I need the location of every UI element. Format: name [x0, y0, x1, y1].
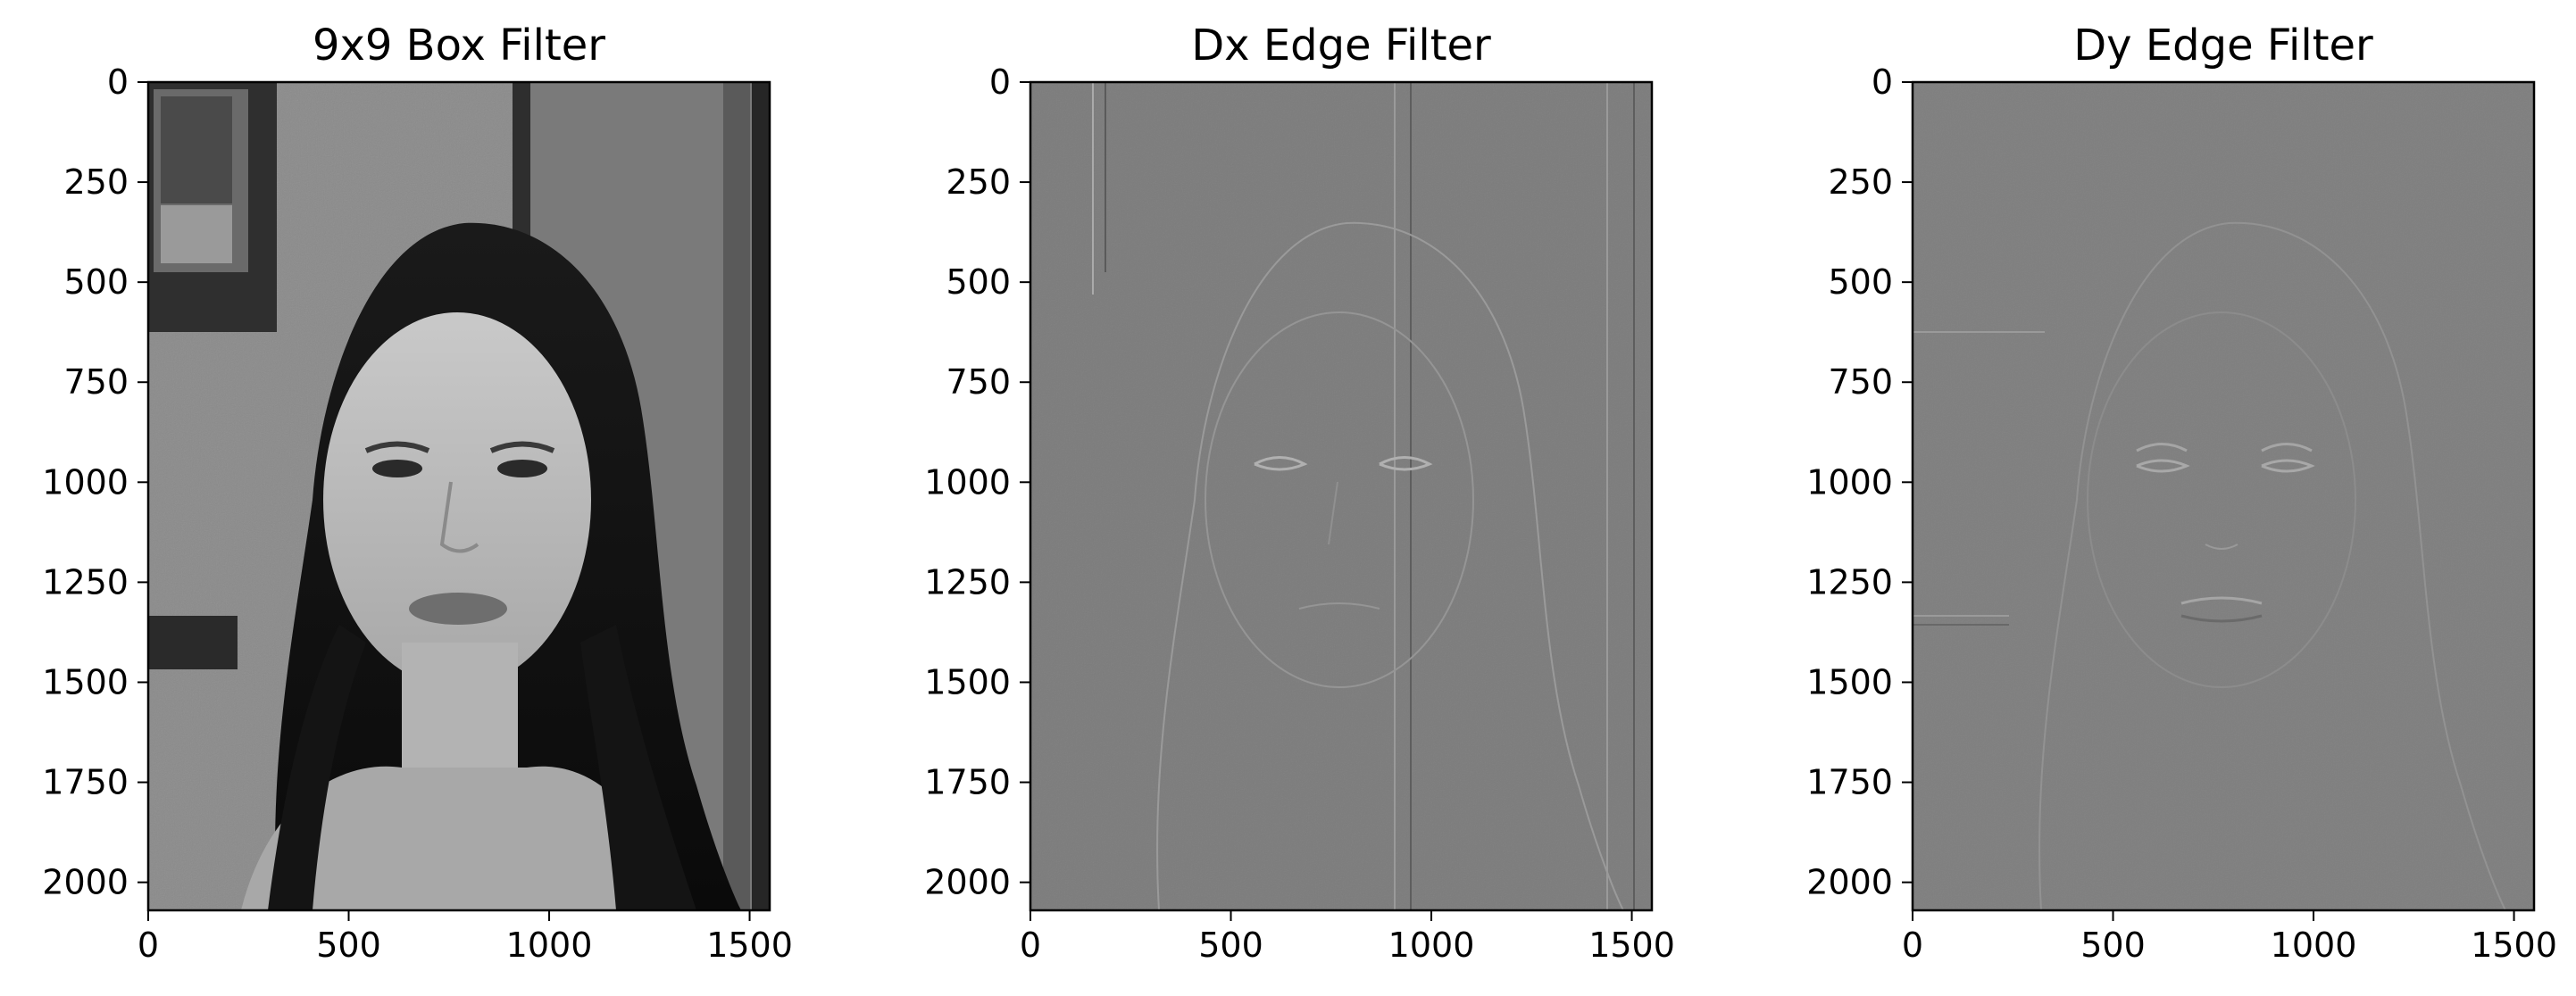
y-tick-label: 750: [63, 362, 129, 402]
y-tick-label: 2000: [924, 863, 1011, 902]
x-tick-label: 0: [1902, 925, 1923, 965]
y-tick-label: 1750: [924, 763, 1011, 802]
y-tick-label: 1500: [924, 662, 1011, 701]
y-axis: 0 250 500 750 1000 1250 1500 1750 2000: [924, 62, 1030, 902]
y-tick-label: 500: [1828, 262, 1893, 302]
y-tick-label: 1750: [1806, 763, 1893, 802]
y-tick-label: 1500: [1806, 662, 1893, 701]
x-axis: 0 500 1000 1500: [1020, 910, 1675, 965]
y-tick-label: 1000: [1806, 462, 1893, 502]
x-tick-label: 1000: [506, 925, 593, 965]
y-tick-label: 1500: [42, 662, 129, 701]
dy-edge-map-image: [1913, 82, 2534, 910]
axes-frame: [1029, 80, 1654, 912]
x-tick-label: 1000: [2271, 925, 2357, 965]
x-tick-label: 0: [138, 925, 159, 965]
y-tick-label: 1250: [42, 562, 129, 602]
panel-title: Dx Edge Filter: [1191, 21, 1491, 71]
panel-dy-edge: Dy Edge Filter 0 500 1000 1500 0 250 500 750 10…: [1806, 21, 2557, 965]
x-tick-label: 500: [316, 925, 381, 965]
y-tick-label: 500: [63, 262, 129, 302]
y-tick-label: 750: [1828, 362, 1893, 402]
y-tick-label: 1750: [42, 763, 129, 802]
x-axis: 0 500 1000 1500: [1902, 910, 2557, 965]
panel-title: 9x9 Box Filter: [313, 21, 605, 71]
x-tick-label: 1000: [1388, 925, 1475, 965]
y-tick-label: 750: [946, 362, 1011, 402]
x-tick-label: 1500: [2471, 925, 2557, 965]
dx-edge-map-image: [1030, 82, 1652, 910]
y-axis: 0 250 500 750 1000 1250 1500 1750 2000: [42, 62, 148, 902]
axes-frame: [1911, 80, 2536, 912]
y-tick-label: 0: [989, 62, 1011, 102]
x-tick-label: 1500: [706, 925, 793, 965]
y-tick-label: 1250: [924, 562, 1011, 602]
y-tick-label: 2000: [1806, 863, 1893, 902]
y-tick-label: 2000: [42, 863, 129, 902]
panel-box-filter: 9x9 Box Filter: [42, 21, 793, 965]
y-tick-label: 250: [946, 162, 1011, 202]
y-tick-label: 1000: [42, 462, 129, 502]
y-tick-label: 0: [107, 62, 129, 102]
x-tick-label: 500: [1198, 925, 1263, 965]
y-tick-label: 500: [946, 262, 1011, 302]
x-tick-label: 0: [1020, 925, 1041, 965]
panel-dx-edge: Dx Edge Filter 0 500 1000 1500 0 250 500 750 10…: [924, 21, 1675, 965]
y-tick-label: 1250: [1806, 562, 1893, 602]
axes-frame: [146, 80, 771, 912]
y-axis: 0 250 500 750 1000 1250 1500 1750 2000: [1806, 62, 1913, 902]
y-tick-label: 0: [1872, 62, 1893, 102]
y-tick-label: 250: [63, 162, 129, 202]
x-tick-label: 1500: [1588, 925, 1675, 965]
box-filtered-portrait-image: [148, 82, 770, 910]
y-tick-label: 250: [1828, 162, 1893, 202]
panel-title: Dy Edge Filter: [2073, 21, 2373, 71]
y-tick-label: 1000: [924, 462, 1011, 502]
x-axis: 0 500 1000 1500: [138, 910, 793, 965]
x-tick-label: 500: [2080, 925, 2146, 965]
